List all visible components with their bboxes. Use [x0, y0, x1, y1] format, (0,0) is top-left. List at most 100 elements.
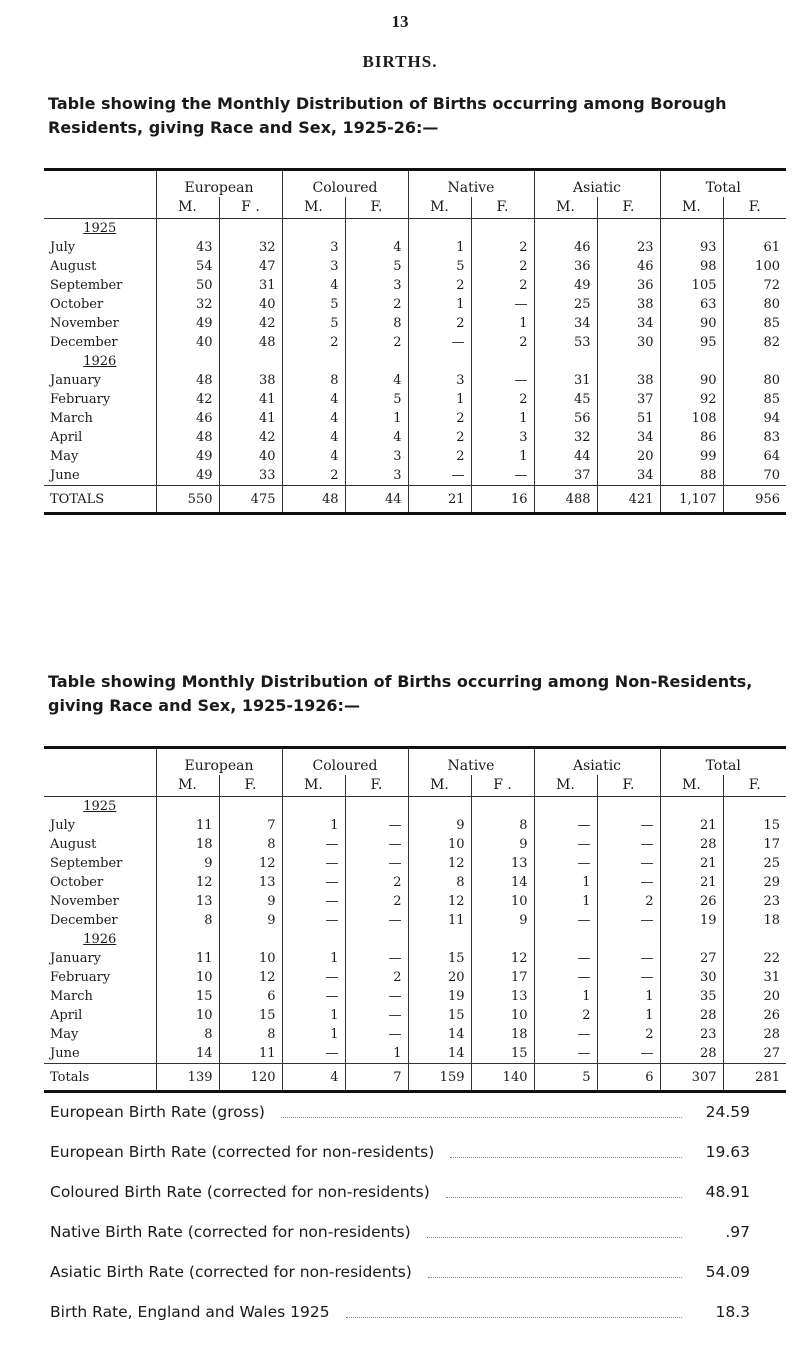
sub-header: F.: [596, 775, 660, 797]
cell: 46: [155, 409, 219, 428]
cell: [407, 930, 471, 949]
sub-header: F.: [218, 775, 282, 797]
cell: 41: [218, 390, 282, 409]
group-header: Asiatic: [533, 747, 660, 775]
cell: —: [533, 911, 597, 930]
rate-label: Asiatic Birth Rate (corrected for non-re…: [50, 1263, 412, 1281]
cell: 15: [470, 1044, 534, 1064]
cell: 40: [218, 447, 282, 466]
cell: —: [596, 968, 660, 987]
table-row: September 9 12— —12 13— —21 25: [44, 854, 786, 873]
cell: 5: [344, 257, 408, 276]
rates-list: European Birth Rate (gross) 24.59 European…: [50, 1092, 750, 1332]
sub-header: F .: [470, 775, 534, 797]
cell: —: [596, 1044, 660, 1064]
cell: 49: [155, 314, 219, 333]
cell: [596, 218, 660, 238]
table-row: September 50 31 4 3 2 2 49 36 105 72: [44, 276, 786, 295]
cell: 10: [470, 892, 534, 911]
cell: 48: [281, 485, 345, 514]
table-row: May 8 8 1—14 18—2 23 28: [44, 1025, 786, 1044]
cell: 1: [533, 873, 597, 892]
cell: 20: [407, 968, 471, 987]
row-label: September: [50, 278, 123, 293]
row-label: June: [50, 1046, 80, 1061]
row-label: February: [50, 970, 111, 985]
table-row: February 10 12—2 20 17— —30 31: [44, 968, 786, 987]
cell: 3: [344, 276, 408, 295]
cell: 2: [407, 314, 471, 333]
cell: 1: [407, 295, 471, 314]
cell: [470, 218, 534, 238]
cell: 86: [659, 428, 723, 447]
table-row: July 43 32 3 4 1 2 46 23 93 61: [44, 238, 786, 257]
table-row: October 12 13—2 8 14 1—21 29: [44, 873, 786, 892]
cell: 4: [344, 371, 408, 390]
cell: 51: [596, 409, 660, 428]
cell: 11: [407, 911, 471, 930]
cell: 90: [659, 314, 723, 333]
table-body: 1925 July 43 32 3 4 1 2 46 23 93 61 August 54 47 3 5 5 2 36…: [44, 218, 786, 514]
cell: 10: [218, 949, 282, 968]
cell: —: [470, 371, 534, 390]
group-header: Coloured: [281, 169, 408, 197]
cell: 10: [155, 1006, 219, 1025]
cell: 12: [218, 968, 282, 987]
row-label: 1925: [83, 221, 117, 236]
cell: [155, 796, 219, 816]
cell: [470, 930, 534, 949]
cell: 15: [722, 816, 786, 835]
cell: 10: [407, 835, 471, 854]
cell: 23: [659, 1025, 723, 1044]
cell: —: [470, 466, 534, 486]
cell: 18: [470, 1025, 534, 1044]
cell: 72: [722, 276, 786, 295]
cell: 9: [470, 911, 534, 930]
cell: —: [281, 892, 345, 911]
group-row: European Coloured Native Asiatic Total: [44, 169, 786, 197]
cell: 139: [155, 1063, 219, 1092]
row-label: July: [50, 818, 76, 833]
cell: 550: [155, 485, 219, 514]
rate-value: 54.09: [705, 1263, 750, 1281]
row-label: April: [50, 1008, 83, 1023]
cell: 8: [344, 314, 408, 333]
cell: [407, 218, 471, 238]
cell: 4: [281, 409, 345, 428]
table-row: February 42 41 4 5 1 2 45 37 92 85: [44, 390, 786, 409]
cell: —: [533, 816, 597, 835]
sub-header: M.: [659, 197, 723, 219]
row-label: July: [50, 240, 76, 255]
cell: —: [470, 295, 534, 314]
cell: 2: [533, 1006, 597, 1025]
cell: 1: [533, 987, 597, 1006]
cell: 1: [470, 447, 534, 466]
cell: 90: [659, 371, 723, 390]
cell: [281, 930, 345, 949]
cell: 4: [344, 428, 408, 447]
sub-header: F .: [218, 197, 282, 219]
cell: 18: [155, 835, 219, 854]
cell: [596, 352, 660, 371]
cell: —: [533, 1025, 597, 1044]
cell: 38: [596, 295, 660, 314]
cell: 1: [596, 987, 660, 1006]
leader-dots: [345, 1307, 682, 1318]
group-header: Native: [407, 169, 534, 197]
cell: 1,107: [659, 485, 723, 514]
cell: —: [596, 854, 660, 873]
cell: 956: [722, 485, 786, 514]
sub-header: M.: [659, 775, 723, 797]
table-row: 1926: [44, 930, 786, 949]
cell: 31: [218, 276, 282, 295]
cell: 32: [155, 295, 219, 314]
cell: —: [533, 854, 597, 873]
cell: 1: [281, 816, 345, 835]
cell: 105: [659, 276, 723, 295]
cell: 17: [470, 968, 534, 987]
sub-header: F.: [722, 775, 786, 797]
cell: 93: [659, 238, 723, 257]
cell: 94: [722, 409, 786, 428]
cell: 15: [407, 1006, 471, 1025]
cell: 2: [281, 466, 345, 486]
